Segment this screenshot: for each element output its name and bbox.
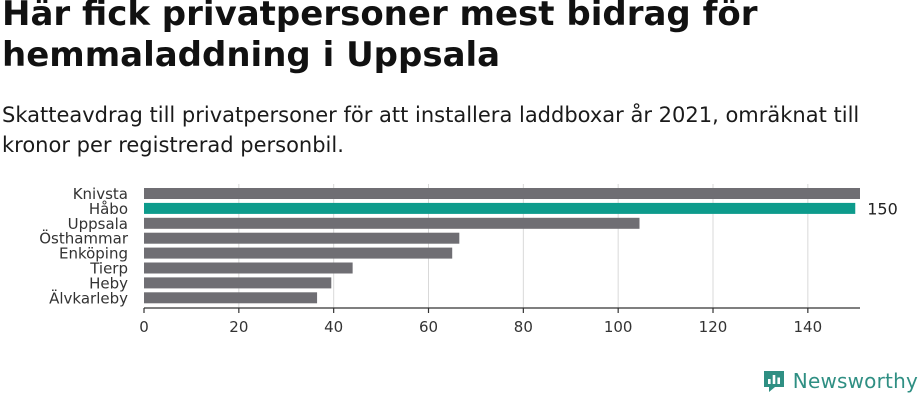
newsworthy-logo-icon xyxy=(763,371,784,392)
bar xyxy=(144,188,860,199)
category-label: Håbo xyxy=(89,200,128,218)
bar xyxy=(144,262,353,274)
category-label: Älvkarleby xyxy=(49,288,128,307)
x-tick-label: 60 xyxy=(419,318,438,336)
category-label: Tierp xyxy=(89,260,128,278)
x-tick-label: 20 xyxy=(229,318,248,336)
category-label: Heby xyxy=(89,274,128,292)
category-label: Enköping xyxy=(59,245,128,263)
chart-title: Här fick privatpersoner mest bidrag för … xyxy=(2,0,758,75)
x-tick-label: 0 xyxy=(139,318,149,336)
newsworthy-logo-text: Newsworthy xyxy=(792,369,918,393)
bar xyxy=(144,217,640,229)
x-tick-label: 140 xyxy=(794,318,823,336)
x-tick-label: 100 xyxy=(604,318,633,336)
bar xyxy=(144,232,460,244)
x-tick-label: 80 xyxy=(514,318,533,336)
category-label: Uppsala xyxy=(68,215,128,233)
bar xyxy=(144,247,453,259)
category-label: Östhammar xyxy=(39,229,129,248)
bar xyxy=(144,277,332,289)
x-tick-label: 120 xyxy=(699,318,728,336)
chart-subtitle: Skatteavdrag till privatpersoner för att… xyxy=(2,103,860,157)
category-label: Knivsta xyxy=(73,185,128,203)
bar xyxy=(144,292,318,304)
newsworthy-logo: Newsworthy xyxy=(761,368,918,394)
x-tick-label: 40 xyxy=(324,318,343,336)
data-label: 150 xyxy=(867,199,898,218)
bar xyxy=(144,202,856,214)
